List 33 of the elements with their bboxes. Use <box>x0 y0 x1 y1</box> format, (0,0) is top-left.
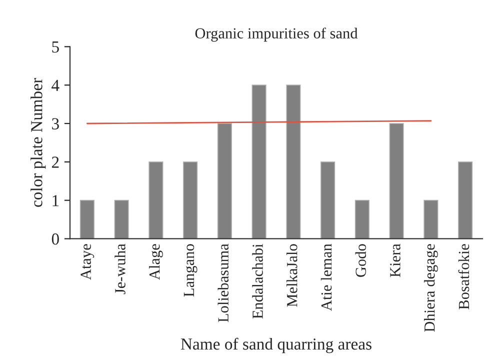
chart-title: Organic impurities of sand <box>195 28 358 42</box>
y-tick-label: 1 <box>52 195 59 206</box>
bar <box>286 84 301 239</box>
bar <box>114 200 129 239</box>
bar <box>424 200 438 239</box>
x-tick-label: Godo <box>355 244 366 277</box>
y-axis-title: color plate Number <box>30 78 46 207</box>
x-tick-label: Je-wuha <box>114 244 126 294</box>
x-axis-title: Name of sand quarring areas <box>180 338 372 354</box>
bar <box>389 123 404 239</box>
y-tick-label: 4 <box>52 80 60 91</box>
y-tick-label: 5 <box>52 42 59 53</box>
y-tick-label: 2 <box>52 156 59 168</box>
x-tick-label: Bosatfokie <box>458 244 470 310</box>
x-tick-label: Langano <box>184 244 198 297</box>
x-tick-label: MelkaJalo <box>286 244 298 307</box>
x-tick-label: Dhiera degage <box>424 244 438 332</box>
x-tick-label: Kiera <box>390 244 400 278</box>
bar <box>252 84 266 239</box>
bar <box>183 161 198 239</box>
x-tick-label: Alage <box>148 244 163 280</box>
bar <box>80 200 94 239</box>
x-tick-label: Atie leman <box>320 244 332 311</box>
y-tick-label: 0 <box>52 233 59 245</box>
bar <box>458 161 473 239</box>
x-tick-label: Endalachabi <box>252 244 263 319</box>
bar <box>320 161 336 239</box>
bar <box>354 200 370 239</box>
bar <box>217 123 232 239</box>
x-tick-label: Ataye <box>80 244 94 280</box>
bar <box>148 161 164 239</box>
y-tick-label: 3 <box>52 118 59 130</box>
x-tick-label: Loliebasuma <box>218 244 229 322</box>
